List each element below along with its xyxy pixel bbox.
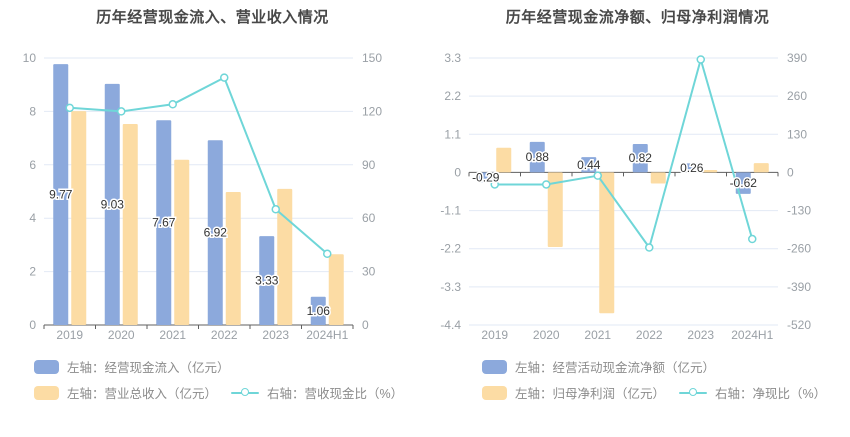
svg-text:0: 0 bbox=[787, 165, 794, 179]
legend-label: 左轴：经营活动现金流净额（亿元） bbox=[515, 361, 716, 375]
svg-text:8: 8 bbox=[29, 104, 36, 118]
legend-row: 左轴：经营活动现金流净额（亿元） bbox=[482, 357, 826, 376]
svg-text:260: 260 bbox=[787, 89, 807, 103]
svg-text:-260: -260 bbox=[787, 242, 811, 256]
svg-text:150: 150 bbox=[362, 51, 382, 65]
svg-text:2020: 2020 bbox=[533, 328, 560, 342]
svg-text:3.3: 3.3 bbox=[444, 51, 461, 65]
svg-text:-520: -520 bbox=[787, 318, 811, 332]
legend-swatch-yellow bbox=[482, 385, 507, 400]
svg-text:0.26: 0.26 bbox=[680, 161, 704, 175]
legend-row: 左轴：归母净利润（亿元） 右轴：净现比（%） bbox=[482, 383, 826, 402]
chart-panel-cash-inflow-revenue: 历年经营现金流入、营业收入情况 10 150 8 120 6 90 4 60 2 30 0 0 9.77… bbox=[23, 9, 404, 402]
svg-text:0: 0 bbox=[29, 318, 36, 332]
svg-text:390: 390 bbox=[787, 51, 807, 65]
svg-text:2.2: 2.2 bbox=[444, 89, 461, 103]
line-marker-icon bbox=[679, 388, 708, 397]
svg-text:0.82: 0.82 bbox=[629, 151, 653, 165]
legend-label: 右轴：净现比（%） bbox=[715, 387, 827, 401]
legend-row: 左轴：经营现金流入（亿元） bbox=[34, 357, 403, 376]
svg-text:0: 0 bbox=[362, 318, 369, 332]
svg-text:1.1: 1.1 bbox=[444, 127, 461, 141]
legend-item-net-profit[interactable]: 左轴：归母净利润（亿元） bbox=[482, 383, 665, 402]
legend-label: 右轴：营收现金比（%） bbox=[267, 387, 404, 401]
svg-text:2021: 2021 bbox=[159, 328, 186, 342]
svg-text:6.92: 6.92 bbox=[204, 226, 228, 240]
svg-text:0.44: 0.44 bbox=[577, 158, 601, 172]
svg-text:130: 130 bbox=[787, 127, 807, 141]
chart-legend: 左轴：经营活动现金流净额（亿元） 左轴：归母净利润（亿元） 右轴：净现比（%） bbox=[482, 357, 826, 402]
svg-text:2023: 2023 bbox=[262, 328, 289, 342]
legend-label: 左轴：归母净利润（亿元） bbox=[515, 387, 666, 401]
chart-panel-net-cashflow-profit: 历年经营现金流净额、归母净利润情况 3.3 390 2.2 260 1.1 130 0 0 -1… bbox=[425, 0, 850, 437]
svg-text:2024H1: 2024H1 bbox=[306, 328, 348, 342]
svg-text:2023: 2023 bbox=[687, 328, 714, 342]
svg-text:2020: 2020 bbox=[108, 328, 135, 342]
legend-row: 左轴：营业总收入（亿元） 右轴：营收现金比（%） bbox=[34, 383, 403, 402]
svg-text:2022: 2022 bbox=[636, 328, 663, 342]
svg-text:4: 4 bbox=[29, 211, 36, 225]
svg-text:2022: 2022 bbox=[211, 328, 238, 342]
legend-item-net-operating-cashflow[interactable]: 左轴：经营活动现金流净额（亿元） bbox=[482, 357, 715, 376]
svg-text:-3.3: -3.3 bbox=[440, 280, 461, 294]
chart-plot-area: 10 150 8 120 6 90 4 60 2 30 0 0 9.77 9.03 7.67 6.92 3.33… bbox=[23, 51, 383, 342]
svg-text:2019: 2019 bbox=[56, 328, 83, 342]
svg-text:120: 120 bbox=[362, 104, 382, 118]
svg-text:-1.1: -1.1 bbox=[440, 204, 461, 218]
legend-swatch-blue bbox=[34, 359, 59, 374]
svg-text:-0.62: -0.62 bbox=[730, 176, 758, 190]
svg-text:6: 6 bbox=[29, 158, 36, 172]
legend-item-cash-revenue-ratio[interactable]: 右轴：营收现金比（%） bbox=[231, 383, 403, 402]
svg-text:-0.29: -0.29 bbox=[472, 170, 500, 184]
svg-text:-390: -390 bbox=[787, 280, 811, 294]
legend-label: 左轴：经营现金流入（亿元） bbox=[67, 361, 230, 375]
svg-text:9.03: 9.03 bbox=[101, 197, 125, 211]
chart-plot-area: 3.3 390 2.2 260 1.1 130 0 0 -1.1 -130 -2.2 -260 -3.3… bbox=[440, 51, 811, 342]
svg-text:0.88: 0.88 bbox=[526, 150, 550, 164]
chart-title: 历年经营现金流净额、归母净利润情况 bbox=[505, 9, 770, 26]
chart-title: 历年经营现金流入、营业收入情况 bbox=[96, 9, 329, 26]
legend-item-total-revenue[interactable]: 左轴：营业总收入（亿元） bbox=[34, 383, 217, 402]
chart-legend: 左轴：经营现金流入（亿元） 左轴：营业总收入（亿元） 右轴：营收现金比（%） bbox=[34, 357, 403, 402]
svg-text:-2.2: -2.2 bbox=[440, 242, 461, 256]
svg-text:2021: 2021 bbox=[584, 328, 611, 342]
legend-swatch-yellow bbox=[34, 385, 59, 400]
legend-item-operating-cash-inflow[interactable]: 左轴：经营现金流入（亿元） bbox=[34, 357, 230, 376]
svg-text:30: 30 bbox=[362, 265, 376, 279]
svg-text:60: 60 bbox=[362, 211, 376, 225]
line-marker-icon bbox=[231, 388, 260, 397]
svg-text:2: 2 bbox=[29, 265, 36, 279]
legend-label: 左轴：营业总收入（亿元） bbox=[67, 387, 218, 401]
svg-text:10: 10 bbox=[23, 51, 37, 65]
legend-item-net-cash-ratio[interactable]: 右轴：净现比（%） bbox=[679, 383, 826, 402]
svg-text:2019: 2019 bbox=[481, 328, 508, 342]
svg-text:90: 90 bbox=[362, 158, 376, 172]
svg-text:1.06: 1.06 bbox=[307, 304, 331, 318]
svg-text:9.77: 9.77 bbox=[49, 188, 73, 202]
svg-text:0: 0 bbox=[454, 165, 461, 179]
svg-text:3.33: 3.33 bbox=[255, 274, 279, 288]
svg-text:2024H1: 2024H1 bbox=[731, 328, 773, 342]
svg-text:-4.4: -4.4 bbox=[440, 318, 461, 332]
svg-text:-130: -130 bbox=[787, 204, 811, 218]
svg-text:7.67: 7.67 bbox=[152, 216, 176, 230]
legend-swatch-blue bbox=[482, 359, 507, 374]
